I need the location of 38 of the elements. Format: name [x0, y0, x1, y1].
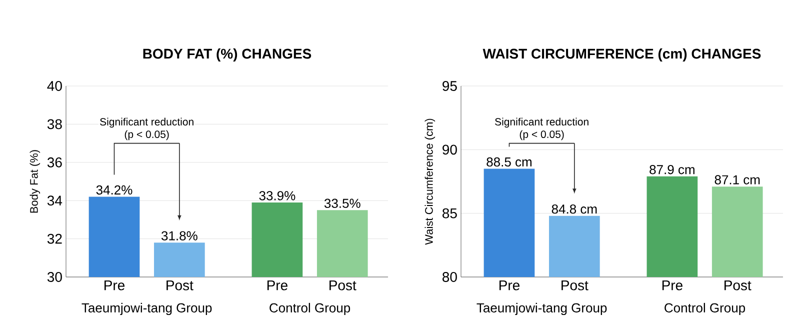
annotation: (p < 0.05): [520, 130, 564, 140]
data-label: 87.9 cm: [650, 164, 694, 174]
data-label: 84.8 cm: [552, 204, 597, 214]
data-label: 88.5 cm: [486, 157, 532, 167]
y-axis-title: Body Fat (%): [30, 150, 40, 213]
chart-title: WAIST CIRCUMFERENCE (cm) CHANGES: [482, 48, 761, 62]
y-tick-label: 80: [442, 272, 457, 282]
y-tick-label: 30: [47, 272, 62, 282]
text: Taeumjowi-tang Group: [82, 302, 212, 316]
x-tick-label: Post: [166, 280, 194, 290]
text: Control Group: [664, 302, 746, 316]
annotation: (p < 0.05): [124, 130, 169, 140]
y-tick-label: 32: [47, 234, 62, 244]
y-tick-label: 36: [47, 157, 62, 168]
chart-title: BODY FAT (%) CHANGES: [143, 48, 312, 62]
x-tick-label: Post: [562, 280, 588, 290]
data-label: 33.9%: [259, 191, 296, 200]
x-tick-label: Pre: [499, 280, 520, 290]
text: Control Group: [270, 302, 350, 316]
data-label: 31.8%: [162, 231, 198, 240]
annotation: Significant reduction: [495, 118, 588, 128]
data-label: 34.2%: [96, 185, 132, 195]
y-tick-label: 38: [47, 119, 62, 130]
data-label: 33.5%: [324, 198, 360, 208]
x-tick-label: Post: [330, 280, 356, 290]
y-tick-label: 85: [442, 208, 457, 218]
y-tick-label: 34: [47, 196, 62, 206]
y-tick-label: 90: [442, 144, 457, 155]
x-tick-label: Pre: [662, 280, 682, 290]
y-axis-title: Waist Circumference (cm): [424, 118, 436, 245]
x-tick-label: Pre: [267, 280, 288, 290]
x-tick-label: Post: [724, 280, 752, 290]
y-tick-label: 95: [442, 81, 457, 91]
x-tick-label: Pre: [104, 280, 125, 290]
data-label: 87.1 cm: [714, 175, 760, 184]
text: Taeumjowi-tang Group: [476, 302, 607, 316]
annotation: Significant reduction: [100, 118, 194, 128]
y-tick-label: 40: [47, 81, 62, 91]
